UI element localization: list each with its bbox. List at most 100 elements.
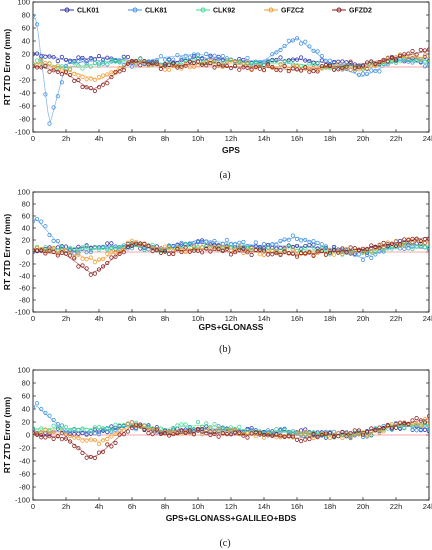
data-point [105,62,110,67]
data-point [241,244,246,249]
x-tick-label: 20h [357,502,370,511]
data-point [113,432,118,437]
legend-marker [200,7,206,13]
data-point [84,77,89,82]
data-point [360,246,366,251]
x-tick-label: 8h [161,134,169,143]
x-tick-label: 20h [357,134,370,143]
data-point [290,251,295,256]
data-point [340,67,345,72]
data-point [68,439,73,444]
y-tick-label: 100 [17,0,30,7]
data-point [303,437,308,442]
data-point [59,250,64,255]
data-point [377,430,382,435]
data-point [88,76,93,81]
data-point [266,64,271,69]
data-point [327,431,333,436]
data-point [96,85,102,90]
data-point [63,424,69,430]
data-point [410,418,415,423]
data-point [167,62,172,67]
data-point [360,67,366,72]
data-point [35,246,40,251]
data-point [340,251,345,256]
data-point [270,252,275,257]
data-point [154,61,159,66]
panel-caption: (a) [219,170,230,181]
data-point [88,437,93,442]
data-point [406,246,411,251]
data-point [109,424,114,429]
data-point [43,54,48,59]
data-point [261,252,267,258]
data-point [274,67,279,72]
data-point [233,64,238,69]
data-point [389,425,394,430]
series-gfzd2 [33,236,429,277]
data-point [129,238,135,243]
data-point [92,438,97,443]
data-point [200,240,205,245]
y-tick-label: 80 [22,11,30,20]
data-point [389,246,394,251]
x-axis-label: GPS [222,145,240,155]
data-point [88,454,93,459]
y-tick-label: 20 [22,418,30,427]
data-point [303,66,308,71]
legend-marker [132,7,138,13]
data-point [142,59,147,64]
data-point [105,247,110,252]
data-point [55,63,60,68]
data-point [303,427,308,432]
data-point [101,264,106,269]
data-point [402,246,407,251]
data-point [389,241,394,246]
data-point [410,424,415,429]
series-clk81 [33,13,429,126]
data-point [175,423,180,428]
data-point [356,247,361,253]
data-point [51,423,56,428]
data-point [278,55,283,60]
legend-item-clk81: CLK81 [128,8,167,15]
data-point [352,67,357,72]
data-point [228,58,234,63]
data-point [340,65,345,70]
data-point [422,53,427,58]
data-point [76,250,81,255]
data-point [224,245,229,250]
data-point [187,59,192,64]
data-point [307,59,312,64]
series-layer [33,13,429,126]
data-point [113,57,118,63]
data-point [348,245,353,250]
data-point [253,59,258,64]
x-tick-label: 6h [128,314,136,323]
data-point [327,63,333,69]
data-point [84,455,89,460]
data-point [208,242,213,247]
data-point [332,60,337,65]
data-point [410,58,415,63]
data-point [113,440,118,445]
data-point [253,430,258,435]
data-point [360,63,366,68]
data-point [315,49,320,54]
data-point [80,84,85,89]
data-point [253,240,258,245]
data-point [266,433,271,438]
data-point [212,59,217,64]
data-point [365,66,370,71]
data-point [55,434,60,439]
data-point [311,432,316,437]
data-point [88,86,93,91]
data-point [212,244,217,249]
data-point [352,428,357,433]
data-point [307,437,312,442]
data-point [385,246,390,251]
data-point [303,251,308,256]
data-point [55,69,60,74]
data-point [187,243,192,248]
